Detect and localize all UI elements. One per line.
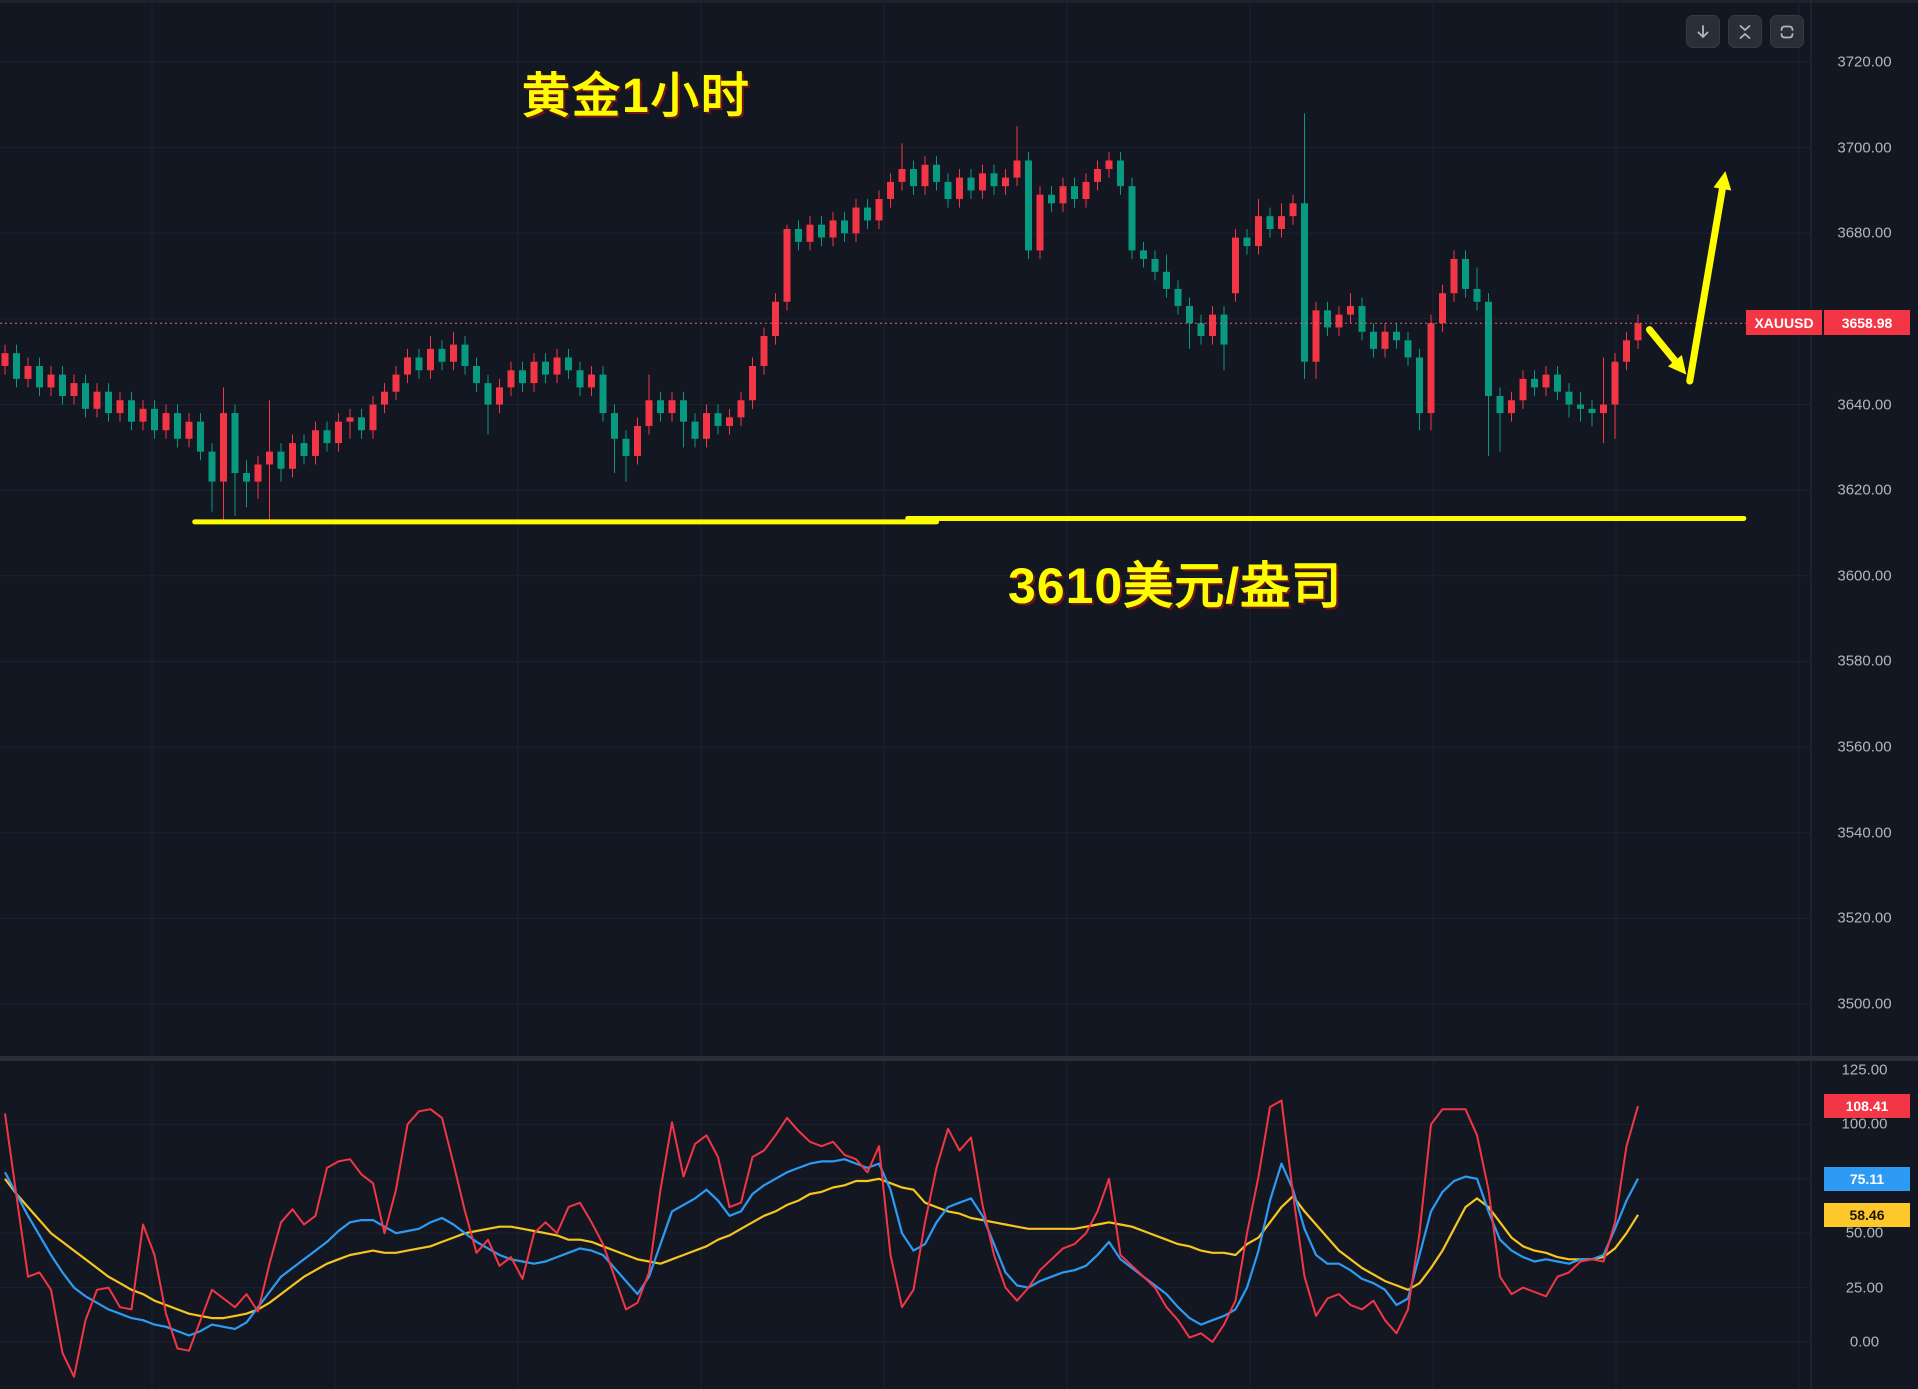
price-tick-label: 3520.00 bbox=[1837, 909, 1892, 927]
price-tick-label: 3720.00 bbox=[1837, 53, 1892, 71]
maximize-pane-button[interactable] bbox=[1770, 15, 1804, 48]
oscillator-tick-label: 0.00 bbox=[1849, 1333, 1880, 1351]
support-line[interactable] bbox=[192, 515, 1747, 525]
trend-arrow-down[interactable] bbox=[1646, 326, 1687, 375]
last-price-badge: 3658.98 bbox=[1824, 310, 1910, 335]
price-tick-label: 3620.00 bbox=[1837, 481, 1892, 499]
candlestick-pane bbox=[1, 113, 1642, 521]
trend-arrow-up[interactable] bbox=[1686, 171, 1732, 385]
maximize-icon bbox=[1778, 23, 1796, 41]
price-tick-label: 3560.00 bbox=[1837, 738, 1892, 756]
oscillator-tick-label: 125.00 bbox=[1841, 1061, 1888, 1079]
price-tick-label: 3680.00 bbox=[1837, 224, 1892, 242]
scroll-to-recent-button[interactable] bbox=[1686, 15, 1720, 48]
oscillator-fast-line bbox=[4, 1099, 1639, 1378]
collapse-icon bbox=[1736, 23, 1754, 41]
support-price-annotation: 3610美元/盎司 bbox=[1008, 558, 1343, 614]
mid-line-value-badge: 75.11 bbox=[1824, 1167, 1910, 1191]
oscillator-tick-label: 50.00 bbox=[1845, 1224, 1884, 1242]
symbol-badge: XAUUSD bbox=[1746, 310, 1822, 335]
fast-line-value-badge: 108.41 bbox=[1824, 1094, 1910, 1118]
oscillator-slow-line bbox=[4, 1177, 1639, 1320]
pane-separator[interactable] bbox=[0, 1056, 1918, 1061]
oscillator-tick-label: 100.00 bbox=[1841, 1115, 1888, 1133]
price-tick-label: 3500.00 bbox=[1837, 995, 1892, 1013]
price-tick-label: 3700.00 bbox=[1837, 139, 1892, 157]
oscillator-tick-label: 25.00 bbox=[1845, 1279, 1884, 1297]
collapse-pane-button[interactable] bbox=[1728, 15, 1762, 48]
price-tick-label: 3600.00 bbox=[1837, 567, 1892, 585]
arrow-down-icon bbox=[1694, 23, 1712, 41]
oscillator-mid-line bbox=[4, 1158, 1639, 1337]
slow-line-value-badge: 58.46 bbox=[1824, 1203, 1910, 1227]
price-tick-label: 3540.00 bbox=[1837, 824, 1892, 842]
grid bbox=[0, 0, 1811, 1389]
pane-toolbar bbox=[1686, 15, 1804, 48]
chart-title-annotation: 黄金1小时 bbox=[522, 70, 751, 123]
price-tick-label: 3640.00 bbox=[1837, 396, 1892, 414]
oscillator-pane bbox=[4, 1099, 1639, 1378]
price-tick-label: 3580.00 bbox=[1837, 652, 1892, 670]
